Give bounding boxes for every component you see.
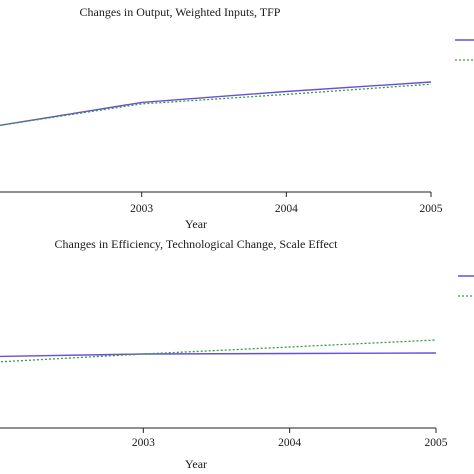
chart-output-inputs-tfp: Changes in Output, Weighted Inputs, TFP … bbox=[0, 5, 474, 231]
series-line-1 bbox=[0, 81, 432, 127]
x-tick-label: 2003 bbox=[130, 203, 153, 215]
x-ticks: 2003 2004 2005 bbox=[132, 428, 448, 449]
series-line-2 bbox=[0, 83, 432, 127]
legend bbox=[458, 275, 474, 297]
series-line-2 bbox=[0, 339, 437, 363]
x-axis-label: Year bbox=[185, 457, 207, 471]
x-ticks: 2003 2004 2005 bbox=[130, 192, 443, 215]
x-tick-label: 2005 bbox=[425, 437, 448, 449]
x-tick-label: 2003 bbox=[132, 437, 155, 449]
x-tick-label: 2004 bbox=[278, 437, 301, 449]
chart-marks bbox=[0, 339, 437, 363]
series-line-1 bbox=[0, 352, 437, 358]
x-tick-label: 2004 bbox=[275, 203, 298, 215]
x-axis-label: Year bbox=[185, 217, 207, 231]
chart-title: Changes in Output, Weighted Inputs, TFP bbox=[80, 5, 281, 19]
x-tick-label: 2005 bbox=[420, 203, 443, 215]
chart-efficiency-techchange-scale: Changes in Efficiency, Technological Cha… bbox=[0, 237, 474, 471]
chart-marks bbox=[0, 81, 432, 127]
legend bbox=[455, 39, 474, 61]
chart-title: Changes in Efficiency, Technological Cha… bbox=[55, 237, 339, 251]
